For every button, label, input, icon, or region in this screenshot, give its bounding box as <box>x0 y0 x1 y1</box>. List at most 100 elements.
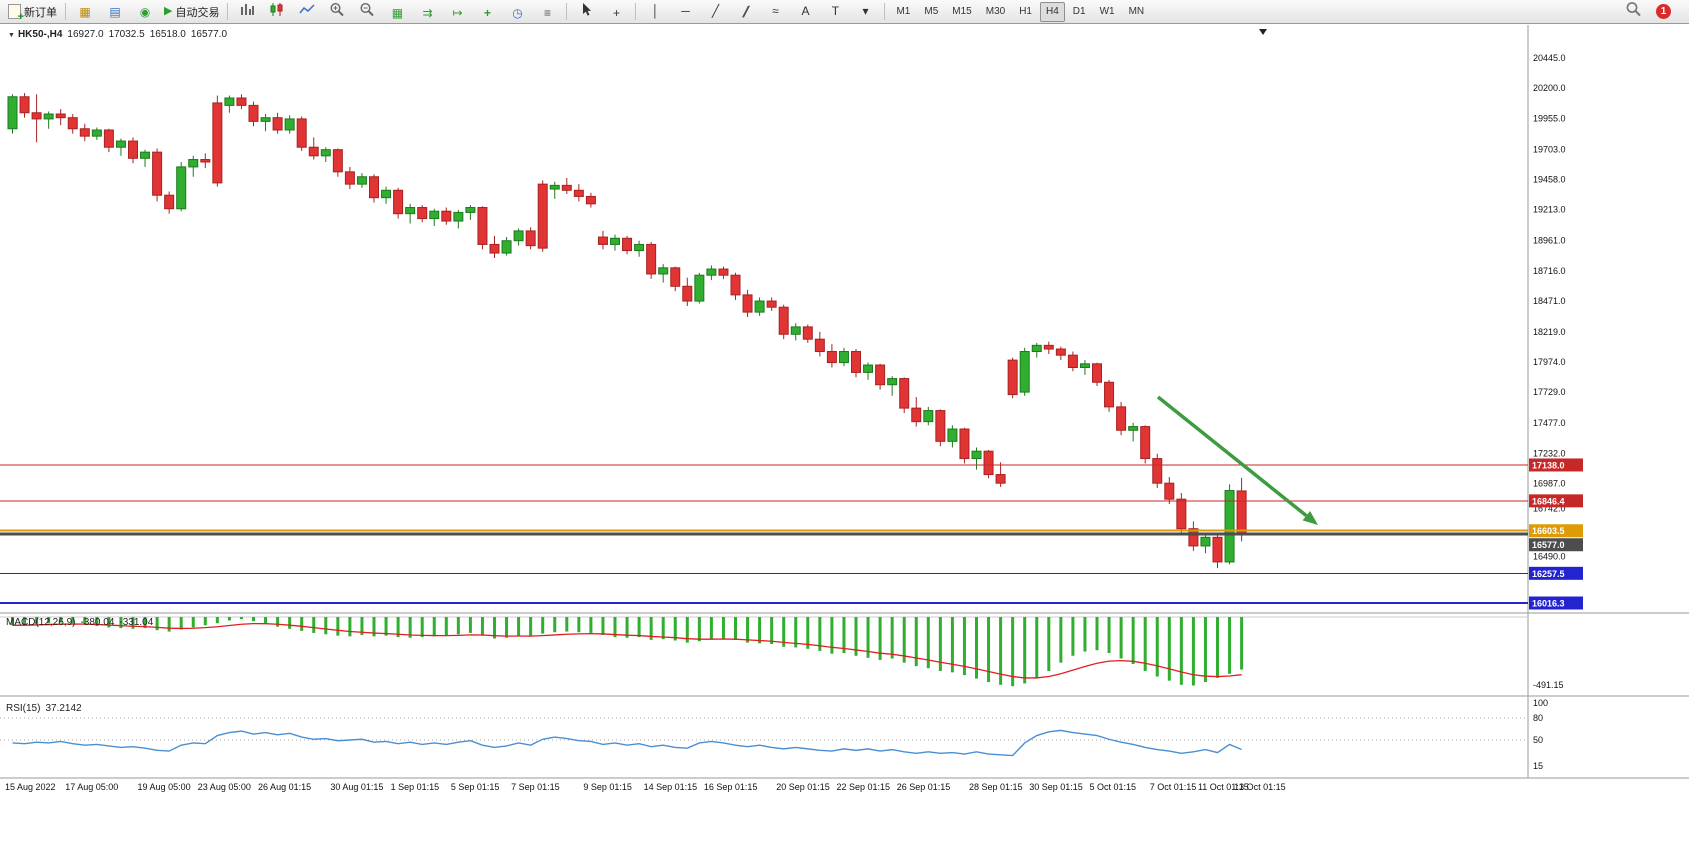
svg-text:16257.5: 16257.5 <box>1532 569 1565 579</box>
candlesticks <box>7 93 1247 569</box>
cursor-icon[interactable] <box>571 0 601 21</box>
svg-text:17974.0: 17974.0 <box>1533 357 1566 367</box>
price-scale[interactable]: 20445.0 20200.0 19955.0 19703.0 19458.0 19213… <box>1529 53 1583 610</box>
timeframe-h4-button[interactable]: H4 <box>1039 1 1065 22</box>
svg-text:23 Aug 05:00: 23 Aug 05:00 <box>198 782 251 792</box>
svg-text:50: 50 <box>1533 735 1543 745</box>
svg-text:17232.0: 17232.0 <box>1533 448 1566 458</box>
svg-text:18716.0: 18716.0 <box>1533 266 1566 276</box>
chart-close: 16577.0 <box>190 29 228 40</box>
svg-text:19703.0: 19703.0 <box>1533 144 1566 154</box>
rsi-pane: 100 80 50 15 <box>12 698 1548 771</box>
period-icon[interactable]: ◷ <box>502 2 532 24</box>
svg-text:14 Sep 01:15: 14 Sep 01:15 <box>644 782 698 792</box>
bar-chart-icon[interactable] <box>232 0 262 21</box>
search-button[interactable] <box>1625 1 1642 22</box>
auto-trading-icon: ▶ <box>164 5 173 17</box>
svg-text:20445.0: 20445.0 <box>1533 53 1566 63</box>
chart-low: 16518.0 <box>149 29 186 40</box>
label-icon-glyph: T <box>831 3 840 18</box>
svg-text:16577.0: 16577.0 <box>1532 540 1565 550</box>
svg-text:18219.0: 18219.0 <box>1533 327 1566 337</box>
new-order-button[interactable]: + 新订单 <box>4 1 61 23</box>
timeframe-m30-button[interactable]: M30 <box>985 6 1006 18</box>
svg-text:-491.15: -491.15 <box>1533 680 1564 690</box>
notification-badge[interactable]: 1 <box>1656 4 1671 19</box>
tile-windows-icon[interactable]: ▦ <box>382 2 412 24</box>
vertical-line-icon-glyph: │ <box>651 3 660 18</box>
svg-text:19213.0: 19213.0 <box>1533 205 1566 215</box>
indicators-list-icon[interactable]: ≡ <box>532 2 562 24</box>
horizontal-level-lines[interactable] <box>0 464 1528 605</box>
timeframe-m15-button[interactable]: M15 <box>952 6 972 18</box>
svg-text:16490.0: 16490.0 <box>1533 552 1566 562</box>
chart-shift-icon[interactable]: ↦ <box>442 2 472 24</box>
vertical-line-icon[interactable]: │ <box>640 0 670 22</box>
toolbar-right: 1 <box>1625 1 1685 22</box>
charts-icon[interactable]: ▦ <box>70 1 100 23</box>
one-click-trading-toggle[interactable]: ▼ <box>8 32 15 39</box>
timeframe-m5-button[interactable]: M5 <box>924 6 939 18</box>
line-chart-icon[interactable] <box>292 0 322 21</box>
timeframe-d1-button[interactable]: D1 <box>1072 6 1086 18</box>
zoom-in-icon[interactable] <box>322 0 352 21</box>
svg-text:19 Aug 05:00: 19 Aug 05:00 <box>138 782 191 792</box>
toolbar-group-pointer: + <box>571 0 631 24</box>
svg-text:17 Aug 05:00: 17 Aug 05:00 <box>65 782 118 792</box>
toolbar-separator <box>566 3 568 20</box>
svg-text:20 Sep 01:15: 20 Sep 01:15 <box>776 782 830 792</box>
chart-window[interactable]: 20445.0 20200.0 19955.0 19703.0 19458.0 19213… <box>0 25 1689 861</box>
chart-shift-icon-glyph: ↦ <box>452 6 463 21</box>
channel-icon-glyph: ╱╱ <box>742 6 749 18</box>
trend-arrow-object[interactable] <box>1156 395 1318 525</box>
svg-text:7 Oct 01:15: 7 Oct 01:15 <box>1150 782 1197 792</box>
svg-text:9 Sep 01:15: 9 Sep 01:15 <box>583 782 632 792</box>
macd-main-value: -380.04 <box>80 617 115 628</box>
timeframe-m1-button[interactable]: M1 <box>896 6 911 18</box>
auto-scroll-icon-glyph: ⇉ <box>422 6 433 21</box>
horizontal-line-icon-glyph: ─ <box>681 3 690 18</box>
trendline-icon[interactable]: ╱ <box>700 0 730 22</box>
svg-text:19458.0: 19458.0 <box>1533 174 1566 184</box>
svg-text:22 Sep 01:15: 22 Sep 01:15 <box>836 782 890 792</box>
text-icon[interactable]: A <box>790 0 820 22</box>
macd-signal-value: -331.04 <box>119 617 154 628</box>
svg-text:16742.0: 16742.0 <box>1533 504 1566 514</box>
zoom-out-icon[interactable] <box>352 0 382 21</box>
chart-scroll-marker[interactable] <box>1259 29 1267 35</box>
chart-high: 17032.5 <box>108 29 145 40</box>
period-icon-glyph: ◷ <box>512 6 523 21</box>
chart-symbol-period: HK50-,H4 <box>17 29 63 40</box>
objects-dropdown-icon[interactable]: ▾ <box>850 0 880 22</box>
svg-text:26 Sep 01:15: 26 Sep 01:15 <box>897 782 951 792</box>
crosshair-icon[interactable]: + <box>601 2 631 24</box>
toolbar: + 新订单 ▦ ▤ ◉ ▶ 自动交易 ▦ ⇉ ↦ + ◷ ≡ + │ ─ ╱ ╱╱ ≈ A T ▾ M1 M5… <box>0 0 1689 24</box>
rsi-value: 37.2142 <box>45 703 82 714</box>
pane-separators <box>0 25 1689 779</box>
new-order-label: 新订单 <box>24 6 57 19</box>
svg-text:26 Aug 01:15: 26 Aug 01:15 <box>258 782 311 792</box>
label-icon[interactable]: T <box>820 0 850 22</box>
toolbar-separator <box>884 3 886 20</box>
channel-icon[interactable]: ╱╱ <box>730 2 760 24</box>
svg-text:18471.0: 18471.0 <box>1533 296 1566 306</box>
candlestick-chart-icon[interactable] <box>262 0 292 21</box>
horizontal-line-icon[interactable]: ─ <box>670 0 700 22</box>
signals-icon[interactable]: ◉ <box>130 1 160 23</box>
timeframe-h1-button[interactable]: H1 <box>1019 6 1032 18</box>
timeframe-w1-button[interactable]: W1 <box>1099 6 1115 18</box>
charts-icon-glyph: ▦ <box>79 4 91 19</box>
timeframe-mn-button[interactable]: MN <box>1128 6 1145 18</box>
new-chart-icon[interactable]: + <box>472 2 502 24</box>
svg-text:11 Oct 01:15: 11 Oct 01:15 <box>1198 782 1249 792</box>
svg-text:100: 100 <box>1533 698 1548 708</box>
auto-scroll-icon[interactable]: ⇉ <box>412 2 442 24</box>
svg-text:16016.3: 16016.3 <box>1532 599 1565 609</box>
chart-canvas[interactable]: 20445.0 20200.0 19955.0 19703.0 19458.0 19213… <box>0 25 1689 861</box>
fibonacci-icon[interactable]: ≈ <box>760 0 790 22</box>
market-watch-icon[interactable]: ▤ <box>100 1 130 23</box>
time-scale[interactable]: 15 Aug 2022 17 Aug 05:00 19 Aug 05:00 23 Au… <box>5 782 1286 792</box>
tile-windows-icon-glyph: ▦ <box>391 6 404 21</box>
svg-text:16 Sep 01:15: 16 Sep 01:15 <box>704 782 758 792</box>
auto-trading-button[interactable]: ▶ 自动交易 <box>160 1 223 23</box>
